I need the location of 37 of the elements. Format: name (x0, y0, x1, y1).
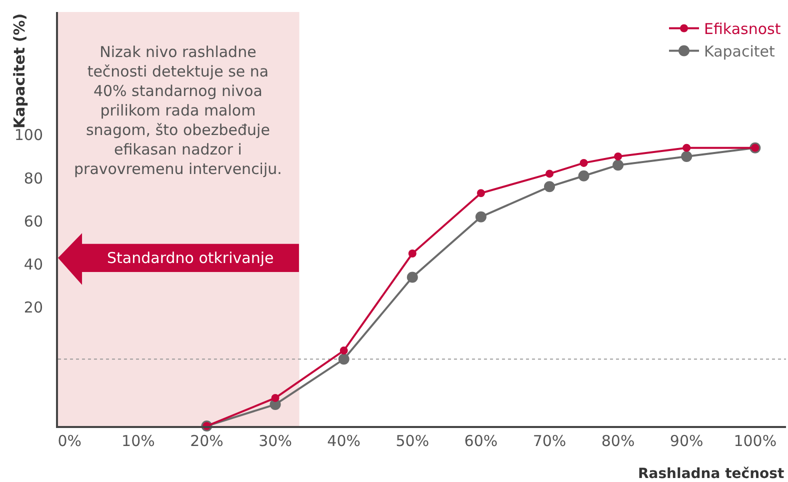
x-tick-label: 20% (190, 432, 224, 450)
point (544, 181, 555, 192)
legend-label: Kapacitet (704, 42, 775, 61)
x-tick-label: 90% (670, 432, 704, 450)
x-tick-label: 60% (464, 432, 498, 450)
point (408, 250, 416, 258)
x-tick-label: 40% (327, 432, 361, 450)
x-tick-label: 80% (601, 432, 635, 450)
x-tick-label: 10% (122, 432, 155, 450)
x-tick-label: 70% (532, 432, 566, 450)
y-tick-label: 100 (14, 126, 43, 144)
x-tick-label: 30% (258, 432, 292, 450)
x-axis-title: Rashladna tečnost (638, 466, 784, 482)
y-tick-label: 20 (24, 298, 43, 317)
point (682, 144, 691, 152)
point (546, 170, 554, 178)
point (475, 211, 486, 222)
y-tick-label: 60 (24, 212, 43, 230)
x-tick-label: 100% (734, 432, 777, 450)
point (406, 272, 418, 283)
point (681, 150, 692, 162)
annotation: Standardno otkrivanje (107, 249, 274, 267)
point (476, 189, 485, 198)
point (578, 170, 590, 182)
point (340, 346, 348, 355)
legend-label: Efikasnost (704, 20, 781, 38)
point (614, 152, 622, 160)
annotation: Nizak nivo rashladne tečnosti detektuje se na 40% standarnog nivoa prilikom rada malom snagom, što obezbeđuje efikasan nadzor i pravovremenu intervenciju. (74, 43, 282, 178)
point (580, 158, 588, 167)
y-axis-title: Kapacitet (%) (10, 13, 28, 128)
x-tick-label: 0% (58, 432, 82, 450)
point (338, 354, 350, 365)
point (612, 160, 624, 171)
y-tick-label: 80 (24, 169, 43, 188)
point (271, 394, 280, 402)
x-tick-label: 50% (396, 432, 430, 450)
y-tick-label: 40 (24, 256, 43, 274)
